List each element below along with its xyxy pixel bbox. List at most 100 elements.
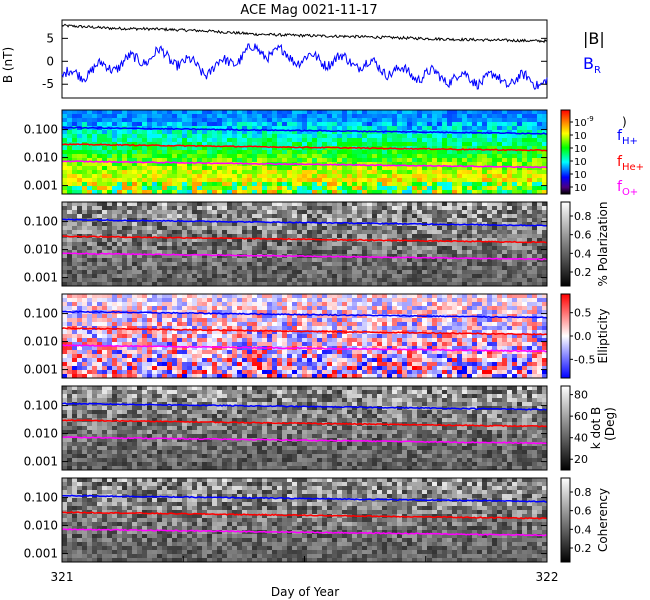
spectrogram-cell [297, 110, 303, 115]
spectrogram-cell [102, 342, 108, 347]
spectrogram-cell [217, 202, 223, 207]
spectrogram-cell [482, 122, 488, 127]
spectrogram-cell [162, 166, 168, 171]
spectrogram-cell [472, 162, 478, 167]
spectrogram-cell [187, 166, 193, 171]
spectrogram-cell [202, 186, 208, 191]
spectrogram-cell [327, 262, 333, 267]
spectrogram-cell [147, 246, 153, 251]
spectrogram-cell [152, 246, 158, 251]
spectrogram-cell [97, 138, 103, 143]
spectrogram-cell [512, 138, 518, 143]
spectrogram-cell [82, 250, 88, 255]
spectrogram-cell [422, 206, 428, 211]
spectrogram-cell [317, 134, 323, 139]
spectrogram-cell [202, 274, 208, 279]
spectrogram-cell [322, 250, 328, 255]
spectrogram-cell [377, 230, 383, 235]
spectrogram-cell [427, 218, 433, 223]
spectrogram-cell [107, 242, 113, 247]
spectrogram-cell [362, 130, 368, 135]
spectrogram-cell [77, 306, 83, 311]
spectrogram-cell [287, 226, 293, 231]
spectrogram-cell [87, 342, 93, 347]
spectrogram-cell [137, 134, 143, 139]
spectrogram-cell [417, 138, 423, 143]
spectrogram-cell [532, 242, 538, 247]
spectrogram-cell [137, 170, 143, 175]
spectrogram-cell [477, 114, 483, 119]
spectrogram-cell [487, 234, 493, 239]
spectrogram-cell [82, 314, 88, 319]
spectrogram-cell [492, 250, 498, 255]
spectrogram-cell [367, 166, 373, 171]
spectrogram-cell [357, 246, 363, 251]
spectrogram-cell [507, 158, 513, 163]
spectrogram-cell [462, 218, 468, 223]
spectrogram-cell [97, 134, 103, 139]
spectrogram-cell [522, 118, 528, 123]
spectrogram-cell [302, 174, 308, 179]
spectrogram-cell [367, 158, 373, 163]
spectrogram-cell [197, 258, 203, 263]
spectrogram-cell [312, 178, 318, 183]
spectrogram-cell [102, 242, 108, 247]
spectrogram-cell [192, 130, 198, 135]
spectrogram-cell [367, 142, 373, 147]
spectrogram-cell [157, 246, 163, 251]
spectrogram-cell [97, 338, 103, 343]
spectrogram-cell [317, 210, 323, 215]
spectrogram-cell [517, 130, 523, 135]
spectrogram-cell [417, 118, 423, 123]
spectrogram-cell [302, 246, 308, 251]
spectrogram-cell [187, 342, 193, 347]
spectrogram-cell [532, 186, 538, 191]
spectrogram-cell [237, 302, 243, 307]
spectrogram-cell [167, 110, 173, 115]
spectrogram-cell [307, 122, 313, 127]
spectrogram-cell [357, 206, 363, 211]
spectrogram-cell [102, 334, 108, 339]
spectrogram-cell [387, 154, 393, 159]
spectrogram-cell [117, 306, 123, 311]
spectrogram-cell [212, 158, 218, 163]
spectrogram-cell [417, 166, 423, 171]
spectrogram-cell [112, 370, 118, 375]
spectrogram-cell [72, 170, 78, 175]
spectrogram-cell [122, 130, 128, 135]
spectrogram-cell [362, 118, 368, 123]
spectrogram-cell [167, 162, 173, 167]
spectrogram-cell [412, 118, 418, 123]
spectrogram-cell [427, 226, 433, 231]
spectrogram-cell [137, 282, 143, 287]
spectrogram-cell [172, 330, 178, 335]
spectrogram-cell [112, 306, 118, 311]
spectrogram-cell [177, 358, 183, 363]
spectrogram-cell [132, 230, 138, 235]
spectrogram-cell [142, 162, 148, 167]
spectrogram-cell [397, 254, 403, 259]
spectrogram-cell [342, 266, 348, 271]
spectrogram-cell [137, 150, 143, 155]
spectrogram-cell [432, 246, 438, 251]
spectrogram-cell [82, 298, 88, 303]
spectrogram-cell [492, 214, 498, 219]
spectrogram-cell [302, 238, 308, 243]
spectrogram-cell [122, 178, 128, 183]
spectrogram-cell [77, 130, 83, 135]
spectrogram-y-tick-label: 0.010 [24, 243, 58, 257]
spectrogram-cell [257, 270, 263, 275]
spectrogram-cell [542, 122, 548, 127]
spectrogram-cell [317, 166, 323, 171]
spectrogram-cell [87, 282, 93, 287]
spectrogram-cell [192, 334, 198, 339]
spectrogram-cell [417, 206, 423, 211]
spectrogram-cell [387, 114, 393, 119]
spectrogram-cell [377, 142, 383, 147]
spectrogram-cell [77, 322, 83, 327]
spectrogram-cell [312, 170, 318, 175]
spectrogram-cell [307, 154, 313, 159]
spectrogram-cell [152, 266, 158, 271]
spectrogram-cell [87, 338, 93, 343]
spectrogram-cell [247, 278, 253, 283]
